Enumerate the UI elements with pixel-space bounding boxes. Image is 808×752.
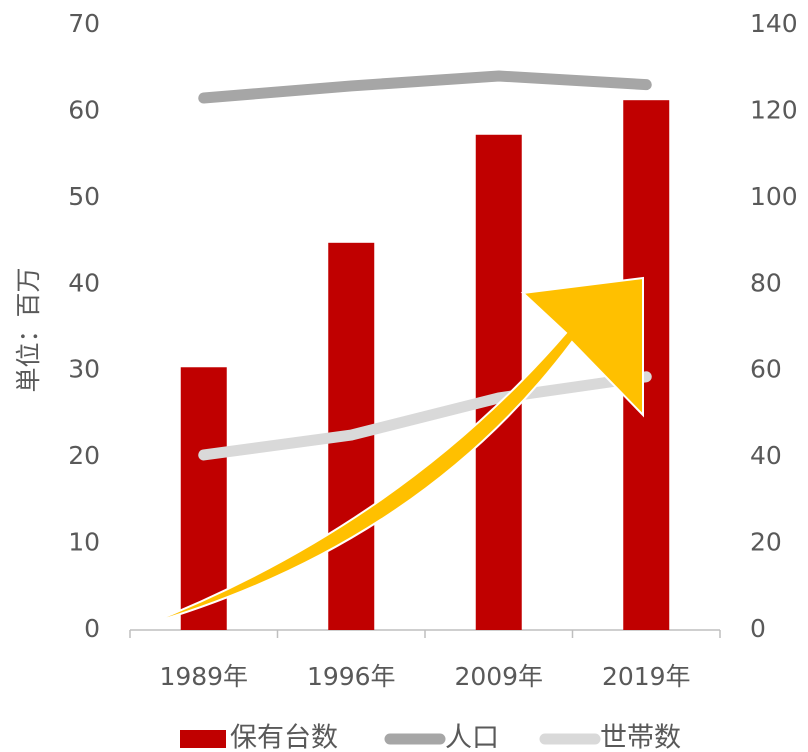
y2-tick-label: 40 bbox=[750, 441, 782, 470]
legend: 保有台数 人口 世帯数 bbox=[180, 723, 681, 752]
y-tick-label: 40 bbox=[68, 268, 100, 297]
legend-label: 人口 bbox=[445, 723, 499, 752]
plot: 0 10 20 30 40 50 60 70 0 20 40 60 80 100 120 140 1989年 19… bbox=[68, 9, 798, 691]
y2-tick-label: 100 bbox=[750, 182, 798, 211]
y-tick-label: 10 bbox=[68, 528, 100, 557]
legend-label: 世帯数 bbox=[600, 723, 681, 752]
line bbox=[198, 70, 652, 104]
y-axis-label: 単位：百万 bbox=[14, 267, 43, 392]
trend-arrow bbox=[144, 276, 644, 626]
y2-tick-label: 140 bbox=[750, 9, 798, 38]
legend-label: 保有台数 bbox=[230, 723, 338, 752]
x-tick-label: 2019年 bbox=[602, 662, 691, 691]
y2-tick-label: 120 bbox=[750, 95, 798, 124]
legend-swatch bbox=[180, 730, 226, 748]
x-tick-label: 1989年 bbox=[159, 662, 248, 691]
y2-tick-label: 0 bbox=[750, 614, 766, 643]
x-tick-label: 1996年 bbox=[307, 662, 396, 691]
line bbox=[198, 371, 652, 461]
y-tick-label: 30 bbox=[68, 355, 100, 384]
y-tick-label: 0 bbox=[84, 614, 100, 643]
y2-tick-label: 20 bbox=[750, 528, 782, 557]
y-tick-label: 60 bbox=[68, 95, 100, 124]
bar bbox=[475, 134, 522, 630]
y-tick-label: 50 bbox=[68, 182, 100, 211]
bar bbox=[180, 367, 227, 630]
x-tick-label: 2009年 bbox=[454, 662, 543, 691]
y2-tick-label: 60 bbox=[750, 355, 782, 384]
y-tick-label: 20 bbox=[68, 441, 100, 470]
y2-tick-label: 80 bbox=[750, 268, 782, 297]
y-tick-label: 70 bbox=[68, 9, 100, 38]
